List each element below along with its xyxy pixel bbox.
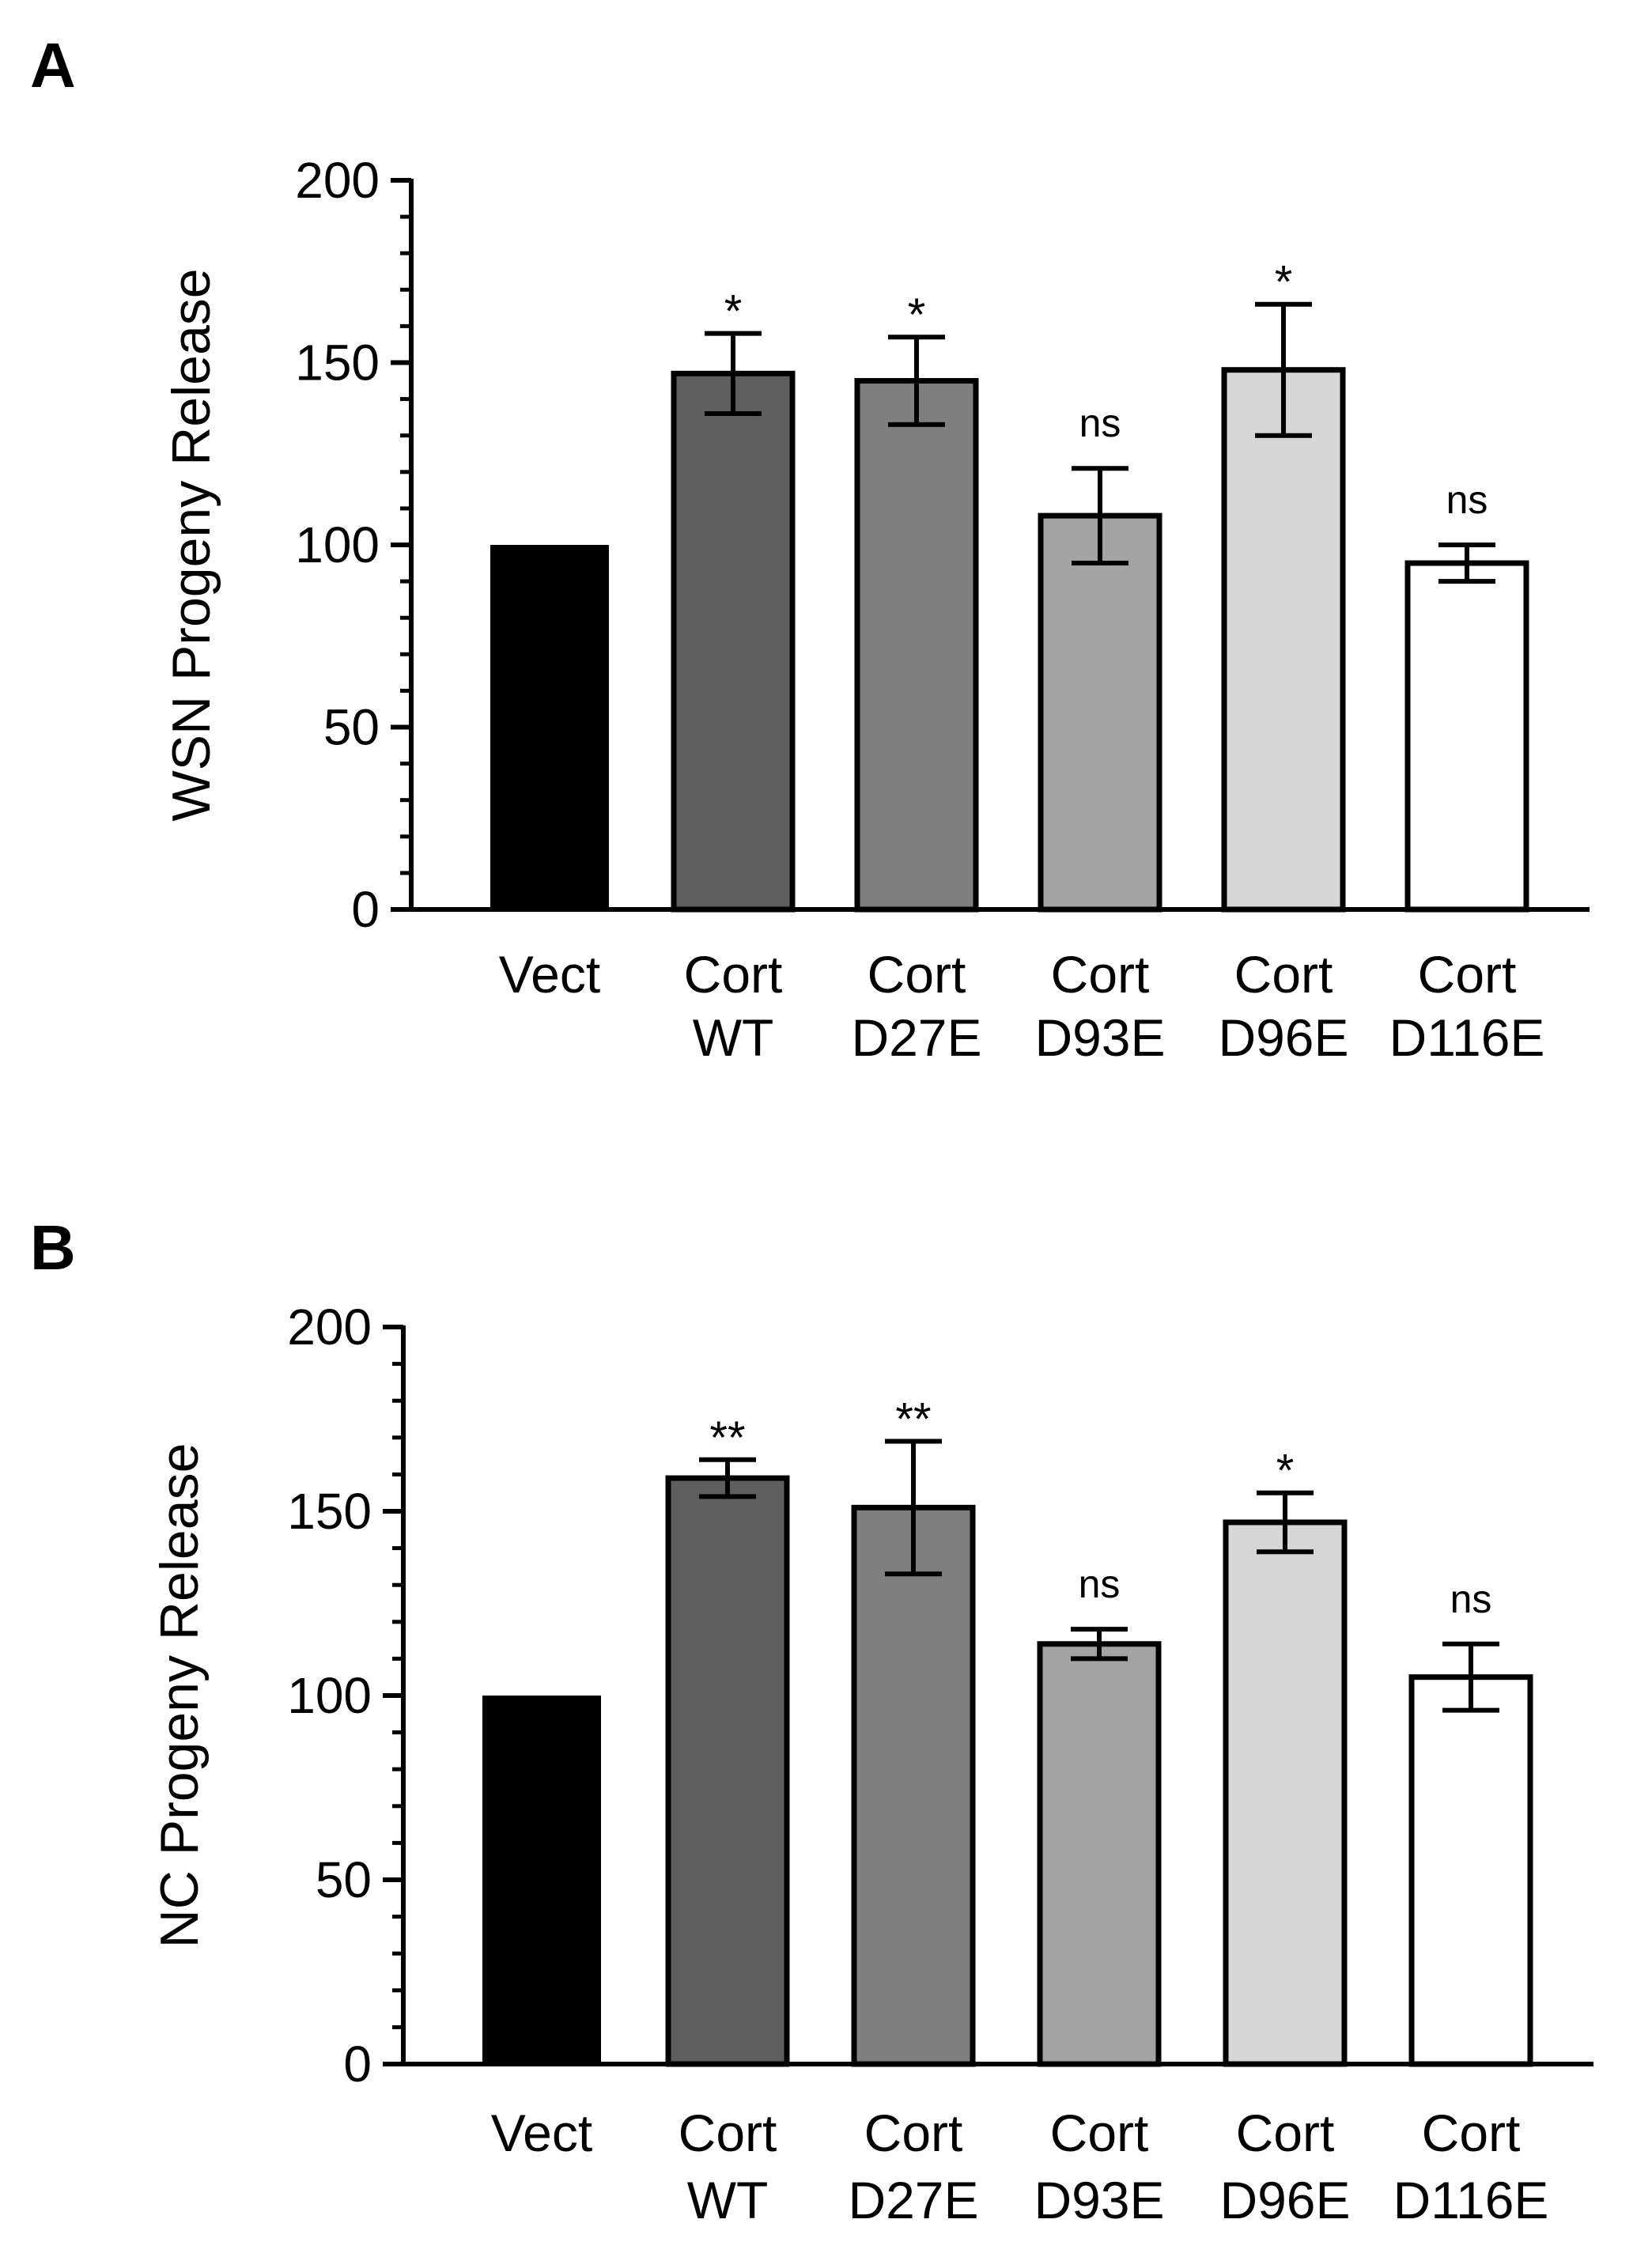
x-category-label: Cort bbox=[1051, 945, 1150, 1004]
y-tick-label: 150 bbox=[295, 335, 380, 391]
x-category-label-line2: D116E bbox=[1389, 1008, 1545, 1067]
significance-label: ** bbox=[895, 1393, 931, 1445]
panel-label: B bbox=[30, 1212, 76, 1283]
y-axis-title: NC Progeny Release bbox=[149, 1443, 210, 1949]
x-category-label-line2: D27E bbox=[851, 1008, 981, 1067]
bar-vect bbox=[482, 1696, 601, 2064]
x-category-label-line2: WT bbox=[693, 1008, 774, 1067]
x-category-label: Cort bbox=[868, 945, 966, 1004]
x-category-label: Cort bbox=[684, 945, 783, 1004]
bar-cort-d27e bbox=[854, 378, 979, 913]
y-tick-label: 100 bbox=[295, 516, 380, 573]
y-axis-title: WSN Progeny Release bbox=[161, 268, 221, 821]
x-category-label: Cort bbox=[679, 2104, 777, 2162]
x-category-label: Cort bbox=[1418, 945, 1517, 1004]
y-tick-label: 200 bbox=[287, 1299, 372, 1355]
bar-cort-wt bbox=[671, 370, 796, 913]
x-category-label-line2: D116E bbox=[1393, 2171, 1549, 2229]
y-tick-label: 50 bbox=[316, 1851, 372, 1908]
bar-cort-d93e bbox=[1038, 512, 1162, 913]
x-category-label: Vect bbox=[491, 2104, 592, 2162]
significance-label: ns bbox=[1079, 1562, 1121, 1606]
chart-panel-b: B 0 50 100 150 200 NC Progeny Release Vect ** Cor… bbox=[30, 1212, 1593, 2229]
bar-vect bbox=[490, 545, 609, 909]
x-category-label-line2: WT bbox=[687, 2171, 769, 2229]
bar-cort-wt bbox=[665, 1475, 790, 2067]
significance-label: ns bbox=[1450, 1577, 1492, 1621]
significance-label: ** bbox=[709, 1412, 745, 1464]
y-tick-label: 0 bbox=[343, 2036, 372, 2093]
x-category-label: Cort bbox=[1050, 2104, 1149, 2162]
bar-cort-d93e bbox=[1037, 1641, 1162, 2067]
y-tick-label: 0 bbox=[351, 881, 380, 938]
x-category-label-line2: D96E bbox=[1219, 2171, 1350, 2229]
x-category-label: Vect bbox=[499, 945, 600, 1004]
x-category-label: Cort bbox=[864, 2104, 963, 2162]
significance-label: ns bbox=[1079, 401, 1121, 445]
x-category-label: Cort bbox=[1234, 945, 1333, 1004]
bar-cort-d96e bbox=[1223, 1519, 1348, 2067]
x-category-label-line2: D93E bbox=[1034, 2171, 1164, 2229]
bar-cort-d116e bbox=[1404, 560, 1529, 913]
chart-panel-a: A 0 50 100 150 200 WSN Progeny Release Vect * Cor… bbox=[30, 30, 1590, 1067]
y-tick-label: 200 bbox=[295, 152, 380, 209]
x-category-label-line2: D27E bbox=[848, 2171, 978, 2229]
significance-label: * bbox=[724, 286, 743, 338]
x-category-label-line2: D96E bbox=[1218, 1008, 1348, 1067]
significance-label: ns bbox=[1446, 478, 1488, 522]
panel-label: A bbox=[30, 30, 76, 100]
bar-cort-d116e bbox=[1408, 1674, 1533, 2067]
significance-label: * bbox=[1275, 257, 1293, 308]
x-category-label: Cort bbox=[1422, 2104, 1521, 2162]
y-tick-label: 50 bbox=[323, 699, 380, 756]
x-category-label: Cort bbox=[1236, 2104, 1335, 2162]
bar-cort-d96e bbox=[1221, 367, 1346, 913]
y-tick-label: 100 bbox=[287, 1667, 372, 1724]
bar-cort-d27e bbox=[851, 1504, 976, 2067]
significance-label: * bbox=[1276, 1446, 1295, 1497]
significance-label: * bbox=[908, 289, 926, 341]
x-category-label-line2: D93E bbox=[1034, 1008, 1165, 1067]
y-tick-label: 150 bbox=[287, 1483, 372, 1540]
